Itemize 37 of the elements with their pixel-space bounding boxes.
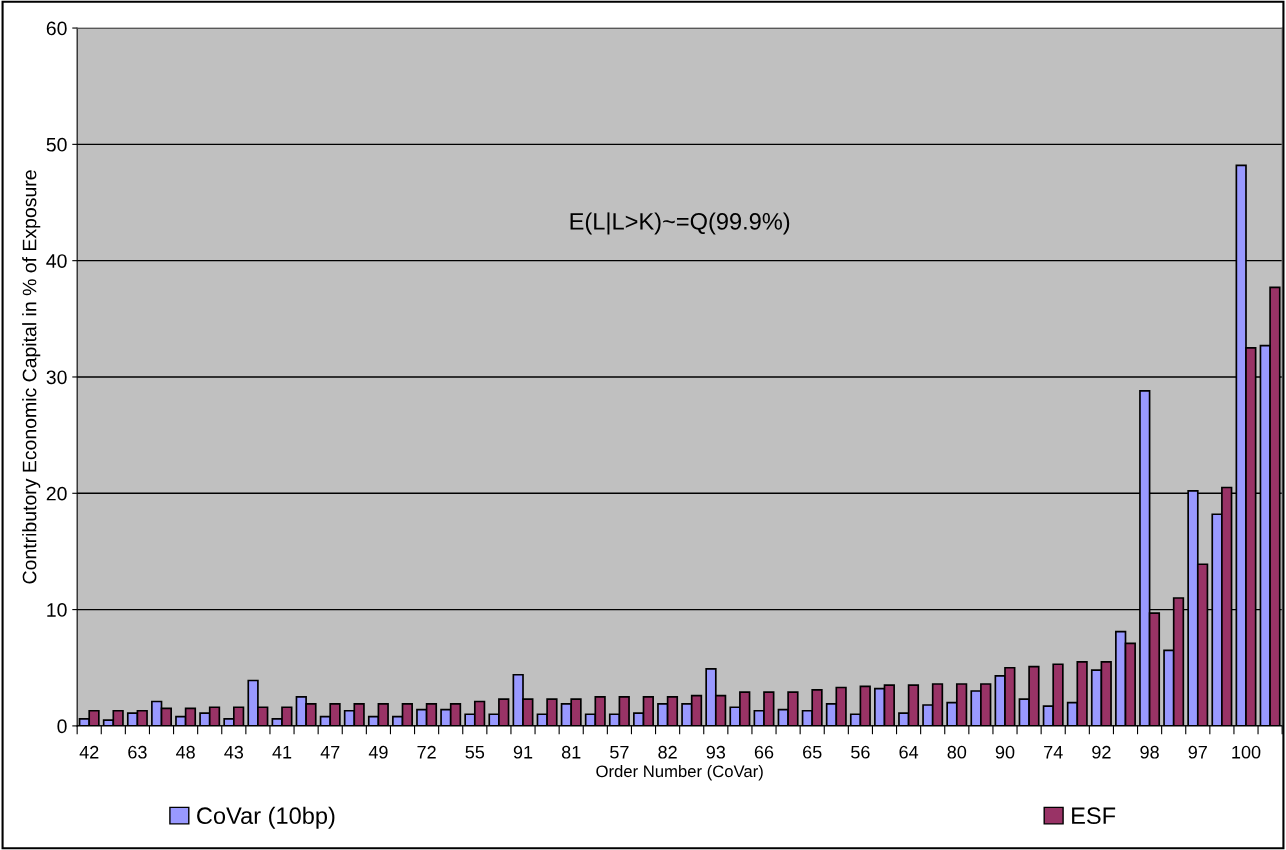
x-tick-label: 43 [224,745,244,759]
x-tick-label: 63 [128,745,147,759]
legend-label: CoVar (10bp) [197,806,335,829]
x-tick-label: 47 [320,746,340,759]
x-tick-label: 98 [1140,745,1159,759]
x-tick-label: 72 [417,745,436,759]
x-tick-label: 64 [899,745,919,759]
x-tick-label: 80 [947,745,967,759]
x-tick-label: 97 [1188,745,1207,759]
x-tick-label: 65 [803,745,822,759]
x-tick-label: 100 [1232,745,1261,759]
x-axis-title: Order Number (CoVar) [596,764,763,781]
y-tick-label: 40 [46,254,67,268]
x-tick-label: 57 [610,746,629,759]
x-tick-label: 92 [1092,745,1111,759]
x-tick-label: 82 [658,745,677,759]
x-tick-label: 74 [1044,746,1063,759]
x-tick-label: 49 [368,745,388,759]
x-tick-label: 48 [175,745,195,759]
x-tick-label: 93 [706,745,726,759]
x-tick-label: 56 [851,745,870,759]
x-tick-label: 90 [995,745,1015,759]
x-tick-label: 55 [465,746,485,759]
x-tick-label: 42 [79,745,99,759]
y-tick-label: 60 [46,21,67,36]
y-tick-label: 30 [46,370,67,385]
y-tick-label: 10 [47,603,67,617]
y-axis-title: Contributory Economic Capital in % of Exposure [22,170,41,584]
x-tick-label: 66 [754,745,774,759]
y-tick-label: 0 [57,719,67,734]
annotation: E(L|L>K)~=Q(99.9%) [570,212,790,235]
x-tick-label: 41 [272,746,292,759]
x-tick-label: 81 [561,745,581,759]
x-tick-label: 91 [513,745,533,759]
legend-label: ESF [1072,807,1116,825]
y-tick-label: 20 [46,486,67,501]
y-tick-label: 50 [46,137,67,152]
